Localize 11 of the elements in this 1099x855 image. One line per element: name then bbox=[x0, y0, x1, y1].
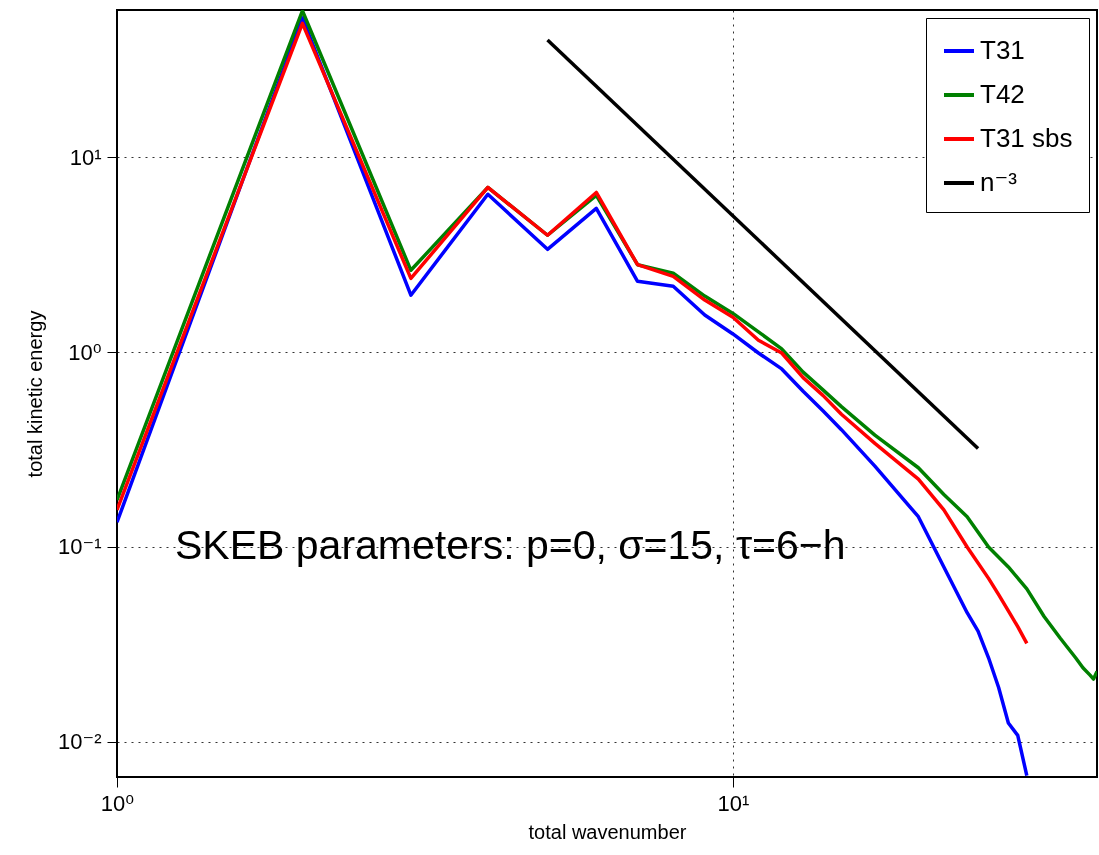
legend-label: n⁻³ bbox=[980, 167, 1018, 197]
legend-label: T31 bbox=[980, 35, 1025, 65]
y-tick-label: 10⁻² bbox=[58, 729, 102, 755]
y-tick-label: 10⁰ bbox=[68, 339, 102, 365]
legend-label: T31 sbs bbox=[980, 123, 1073, 153]
legend-label: T42 bbox=[980, 79, 1025, 109]
y-tick-label: 10¹ bbox=[69, 144, 102, 170]
y-tick-label: 10⁻¹ bbox=[58, 534, 102, 560]
y-axis-title: total kinetic energy bbox=[24, 310, 47, 478]
x-axis-title: total wavenumber bbox=[528, 820, 687, 843]
annotation: SKEB parameters: p=0, σ=15, τ=6−h bbox=[175, 522, 846, 568]
